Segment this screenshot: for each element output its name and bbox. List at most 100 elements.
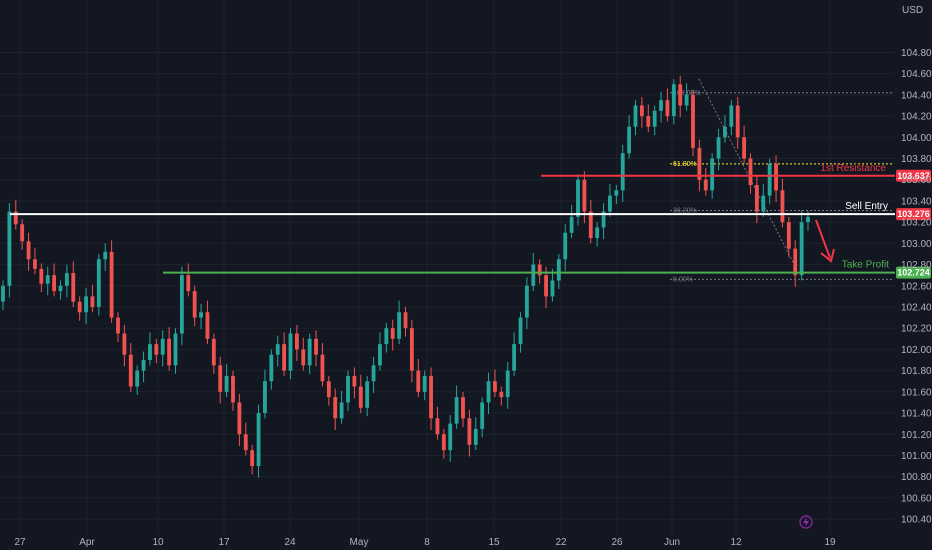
candle-body [422, 375, 427, 392]
y-tick-label: 103.600 [901, 175, 932, 186]
x-tick-label: 15 [488, 537, 500, 548]
y-tick-label: 104.400 [901, 90, 932, 101]
price-tag-text: 102.724 [897, 268, 930, 278]
candle-body [441, 434, 446, 451]
candle-body [403, 312, 408, 329]
candle-body [13, 211, 18, 225]
y-tick-label: 100.400 [901, 515, 932, 526]
candle-body [691, 94, 695, 148]
candle-body [186, 275, 191, 292]
candle-body [346, 375, 350, 403]
candles [1, 75, 810, 478]
x-tick-label: 10 [152, 537, 164, 548]
candle-body [531, 264, 536, 286]
candle-body [135, 370, 140, 387]
candle-body [333, 397, 338, 419]
candle-body [154, 344, 159, 355]
lightning-icon[interactable] [799, 515, 813, 529]
candle-body [697, 147, 702, 180]
candle-body [211, 338, 216, 366]
candle-body [269, 354, 274, 382]
arrow-down-icon [815, 219, 835, 263]
candle-body [358, 386, 363, 408]
candle-body [301, 349, 306, 366]
candle-body [448, 423, 453, 451]
x-tick-label: 12 [730, 537, 742, 548]
candle-body [614, 190, 619, 196]
candle-body [684, 94, 689, 106]
candle-body [7, 211, 12, 286]
candle-body [231, 375, 235, 403]
candle-body [461, 397, 465, 419]
candle-body [294, 333, 299, 350]
candle-body [659, 100, 663, 111]
candle-body [601, 211, 606, 228]
candle-body [352, 375, 357, 387]
candle-body [761, 195, 766, 212]
price-tag [896, 208, 931, 221]
candle-body [64, 273, 69, 286]
candle-body [109, 251, 114, 318]
candle-body [710, 158, 715, 191]
candle-body [71, 273, 76, 302]
price-tag-text: 103.276 [897, 209, 930, 219]
candle-body [754, 185, 759, 212]
candle-body [806, 216, 810, 223]
candle-body [141, 360, 146, 371]
candle-body [256, 413, 261, 467]
candle-body [263, 381, 267, 414]
candle-body [384, 328, 389, 345]
candle-body [39, 268, 44, 284]
candle-body [96, 259, 101, 307]
price-tag-text: 103.637 [897, 171, 930, 181]
y-tick-label: 102.000 [901, 345, 932, 356]
y-tick-label: 103.000 [901, 239, 932, 250]
y-tick-label: 100.800 [901, 472, 932, 483]
currency-label: USD [902, 5, 923, 16]
candle-body [250, 450, 255, 467]
candle-body [199, 312, 203, 318]
y-tick-label: 101.000 [901, 451, 932, 462]
fib-level-label: 0.00% [673, 276, 693, 283]
candle-body [314, 338, 318, 355]
candle-body [793, 248, 798, 276]
candle-body [307, 338, 312, 366]
candle-body [224, 375, 229, 392]
price-tag [896, 266, 931, 279]
x-tick-label: 26 [611, 537, 623, 548]
candle-body [633, 105, 638, 127]
candle-body [378, 344, 382, 366]
candle-body [799, 222, 804, 276]
candle-body [569, 216, 574, 233]
candle-body [77, 301, 82, 313]
time-axis[interactable]: 27 Apr 10 17 24 May 8 15 22 26 Jun 12 19 [14, 537, 836, 548]
level-label: 1st Resistance [820, 163, 886, 174]
candle-body [671, 84, 676, 117]
candle-body [703, 179, 708, 191]
candle-body [563, 232, 568, 260]
y-tick-label: 102.200 [901, 324, 932, 335]
y-tick-label: 102.800 [901, 260, 932, 271]
x-tick-label: 24 [284, 537, 296, 548]
candle-body [435, 418, 440, 435]
candle-body [723, 126, 727, 138]
candle-body [652, 110, 657, 127]
fib-level-label: 61.80% [673, 161, 697, 168]
x-tick-label: May [350, 537, 369, 548]
candle-body [774, 163, 778, 191]
horizontal-levels[interactable]: 1st Resistance 103.637 Sell Entry 103.276 Ta… [10, 163, 931, 279]
candle-body [735, 105, 740, 138]
y-tick-label: 101.600 [901, 387, 932, 398]
candle-body [576, 179, 580, 217]
candle-body [390, 328, 395, 339]
fib-level-label: 38.20% [673, 207, 697, 214]
candle-body [122, 333, 127, 355]
candle-body [90, 296, 95, 307]
candle-body [742, 137, 747, 159]
candle-body [371, 365, 376, 382]
candle-body [429, 375, 433, 419]
y-tick-label: 103.800 [901, 154, 932, 165]
price-axis[interactable]: USD 104.800 104.600 104.400 104.200 104.000 1… [901, 5, 932, 526]
